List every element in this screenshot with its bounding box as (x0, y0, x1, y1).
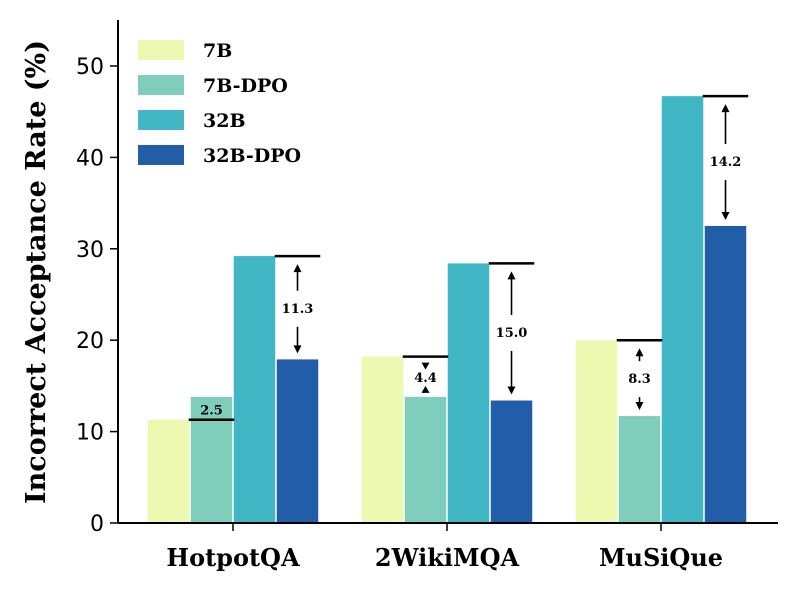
y-tick-label: 10 (76, 421, 104, 446)
arrow-up-icon (421, 385, 430, 393)
annotation-label: 11.3 (282, 302, 314, 317)
bar-musique-7b (575, 340, 618, 523)
arrow-up-icon (721, 104, 730, 113)
y-tick-label: 40 (76, 146, 104, 171)
arrow-up-icon (507, 271, 516, 280)
legend-label-7b-dpo: 7B-DPO (203, 75, 288, 97)
bar-musique-32b (661, 96, 704, 524)
x-axis-labels: HotpotQA 2WikiMQA MuSiQue (166, 543, 723, 572)
y-tick-label: 30 (76, 238, 104, 263)
annotation-2wikimqa-7b-dpo: 4.4 (402, 355, 449, 393)
annotation-hotpotqa-32b-dpo: 11.3 (274, 254, 321, 354)
legend-label-32b-dpo: 32B-DPO (203, 145, 301, 167)
y-tick-label: 20 (76, 329, 104, 354)
arrow-up-icon (293, 264, 302, 273)
x-tick-label: HotpotQA (166, 543, 300, 572)
arrow-down-icon (421, 362, 430, 370)
bars-layer (147, 96, 747, 531)
arrow-up-icon (635, 348, 644, 357)
annotation-label: 8.3 (628, 372, 651, 387)
bar-musique-7b-dpo (618, 416, 661, 523)
bar-2wikimqa-32b-dpo (490, 400, 533, 523)
y-tick-label: 50 (76, 55, 104, 80)
x-tick-label: MuSiQue (599, 543, 723, 572)
annotation-2wikimqa-32b-dpo: 15.0 (488, 262, 535, 395)
bar-hotpotqa-32b (233, 256, 276, 523)
bar-musique-32b-dpo (704, 225, 747, 523)
legend-label-7b: 7B (203, 40, 232, 62)
arrow-down-icon (635, 402, 644, 411)
y-axis-ticks: 0 10 20 30 40 50 (76, 55, 118, 537)
y-axis-title-group: Incorrect Acceptance Rate (%) (21, 40, 52, 504)
legend-swatch-7b (138, 40, 184, 60)
bar-hotpotqa-7b-dpo (190, 396, 233, 523)
legend-swatch-32b (138, 110, 184, 130)
bar-2wikimqa-7b (361, 356, 404, 523)
annotation-musique-7b-dpo: 8.3 (616, 338, 663, 411)
y-tick-label: 0 (90, 512, 104, 537)
annotation-label: 15.0 (496, 326, 528, 341)
annotations-layer: 2.5 11.3 4.4 15.0 8.3 14.2 (188, 94, 749, 421)
legend-swatch-7b-dpo (138, 75, 184, 95)
annotation-musique-32b-dpo: 14.2 (702, 94, 749, 220)
legend-swatch-32b-dpo (138, 145, 184, 165)
arrow-down-icon (507, 386, 516, 395)
bar-2wikimqa-32b (447, 263, 490, 523)
annotation-label: 4.4 (414, 371, 437, 386)
annotation-hotpotqa-7b-dpo: 2.5 (188, 404, 235, 421)
y-axis-title: Incorrect Acceptance Rate (%) (21, 40, 52, 504)
arrow-down-icon (721, 211, 730, 220)
bar-2wikimqa-7b-dpo (404, 396, 447, 523)
x-tick-label: 2WikiMQA (375, 543, 520, 572)
bar-hotpotqa-7b (147, 419, 190, 523)
legend: 7B 7B-DPO 32B 32B-DPO (138, 40, 301, 167)
legend-label-32b: 32B (203, 110, 246, 132)
annotation-label: 2.5 (200, 404, 223, 419)
arrow-down-icon (293, 345, 302, 354)
annotation-label: 14.2 (710, 155, 742, 170)
bar-hotpotqa-32b-dpo (276, 359, 319, 523)
